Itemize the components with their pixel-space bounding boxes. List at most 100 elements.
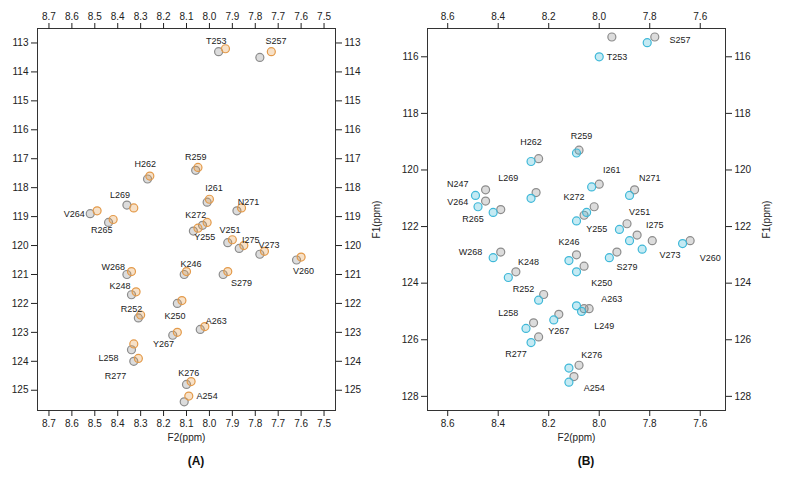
svg-text:N271: N271 xyxy=(639,173,661,183)
svg-text:F1(ppm): F1(ppm) xyxy=(761,201,772,239)
svg-text:117: 117 xyxy=(345,153,361,164)
svg-text:Y267: Y267 xyxy=(153,339,174,349)
svg-text:121: 121 xyxy=(345,269,362,280)
svg-text:122: 122 xyxy=(402,221,419,232)
svg-text:I261: I261 xyxy=(603,165,621,175)
svg-text:T253: T253 xyxy=(206,36,227,46)
svg-text:8.4: 8.4 xyxy=(111,11,125,22)
svg-text:V260: V260 xyxy=(700,253,721,263)
svg-text:118: 118 xyxy=(735,108,751,119)
svg-text:F2(ppm): F2(ppm) xyxy=(558,432,596,443)
svg-text:K272: K272 xyxy=(185,210,206,220)
svg-text:8.6: 8.6 xyxy=(65,418,79,429)
svg-text:120: 120 xyxy=(345,240,362,251)
svg-text:V251: V251 xyxy=(629,207,650,217)
svg-text:8.3: 8.3 xyxy=(134,418,148,429)
svg-text:115: 115 xyxy=(345,95,361,106)
svg-text:K250: K250 xyxy=(165,311,186,321)
svg-text:I275: I275 xyxy=(242,235,260,245)
svg-text:K250: K250 xyxy=(591,278,612,288)
svg-text:120: 120 xyxy=(12,240,29,251)
svg-text:125: 125 xyxy=(345,384,362,395)
svg-text:126: 126 xyxy=(402,334,419,345)
svg-text:K248: K248 xyxy=(110,281,131,291)
svg-text:113: 113 xyxy=(345,37,361,48)
svg-text:119: 119 xyxy=(345,211,361,222)
svg-text:117: 117 xyxy=(13,153,29,164)
svg-text:8.7: 8.7 xyxy=(42,11,56,22)
svg-text:S279: S279 xyxy=(231,278,252,288)
svg-text:7.6: 7.6 xyxy=(693,11,707,22)
svg-text:7.9: 7.9 xyxy=(225,418,239,429)
svg-text:122: 122 xyxy=(345,298,362,309)
svg-text:120: 120 xyxy=(402,164,419,175)
svg-text:F1(ppm): F1(ppm) xyxy=(371,201,382,239)
svg-text:S279: S279 xyxy=(616,262,637,272)
svg-text:8.6: 8.6 xyxy=(441,418,455,429)
svg-text:8.2: 8.2 xyxy=(157,11,171,22)
svg-text:7.6: 7.6 xyxy=(294,418,308,429)
svg-text:R265: R265 xyxy=(462,214,484,224)
svg-text:8.5: 8.5 xyxy=(88,11,102,22)
svg-text:N271: N271 xyxy=(238,197,260,207)
svg-text:121: 121 xyxy=(12,269,29,280)
svg-text:7.6: 7.6 xyxy=(693,418,707,429)
svg-text:116: 116 xyxy=(345,124,361,135)
svg-text:V273: V273 xyxy=(259,240,280,250)
svg-text:8.0: 8.0 xyxy=(592,11,606,22)
svg-text:K246: K246 xyxy=(181,259,202,269)
svg-text:122: 122 xyxy=(12,298,29,309)
svg-text:L249: L249 xyxy=(594,320,614,330)
svg-text:128: 128 xyxy=(735,391,752,402)
svg-text:R259: R259 xyxy=(185,152,207,162)
svg-text:L269: L269 xyxy=(110,190,130,200)
svg-text:H262: H262 xyxy=(520,137,542,147)
svg-text:8.7: 8.7 xyxy=(42,418,56,429)
svg-text:116: 116 xyxy=(13,124,29,135)
svg-text:S257: S257 xyxy=(265,36,286,46)
svg-text:L258: L258 xyxy=(498,308,518,318)
svg-text:7.9: 7.9 xyxy=(225,11,239,22)
svg-text:125: 125 xyxy=(12,384,29,395)
svg-text:124: 124 xyxy=(402,277,419,288)
svg-text:8.2: 8.2 xyxy=(542,11,556,22)
svg-text:K276: K276 xyxy=(178,368,199,378)
svg-text:124: 124 xyxy=(12,356,29,367)
svg-text:K272: K272 xyxy=(563,192,584,202)
svg-text:Y255: Y255 xyxy=(194,232,215,242)
svg-text:7.8: 7.8 xyxy=(643,11,657,22)
svg-text:L269: L269 xyxy=(498,173,518,183)
svg-text:Y267: Y267 xyxy=(548,326,569,336)
svg-text:123: 123 xyxy=(345,327,362,338)
svg-text:V251: V251 xyxy=(220,225,241,235)
svg-text:7.8: 7.8 xyxy=(643,418,657,429)
svg-text:116: 116 xyxy=(403,51,419,62)
svg-text:7.7: 7.7 xyxy=(271,418,285,429)
svg-text:8.4: 8.4 xyxy=(491,418,505,429)
svg-text:8.6: 8.6 xyxy=(65,11,79,22)
svg-text:K248: K248 xyxy=(518,257,539,267)
svg-text:V260: V260 xyxy=(293,266,314,276)
svg-text:7.5: 7.5 xyxy=(317,418,331,429)
svg-text:123: 123 xyxy=(12,327,29,338)
svg-text:124: 124 xyxy=(735,277,752,288)
svg-text:V264: V264 xyxy=(64,209,85,219)
svg-text:I261: I261 xyxy=(205,183,223,193)
svg-text:7.8: 7.8 xyxy=(248,418,262,429)
svg-text:A254: A254 xyxy=(197,391,218,401)
svg-text:R259: R259 xyxy=(571,131,593,141)
svg-text:L258: L258 xyxy=(99,353,119,363)
svg-text:R252: R252 xyxy=(121,304,143,314)
svg-text:118: 118 xyxy=(345,182,361,193)
svg-text:F2(ppm): F2(ppm) xyxy=(168,432,206,443)
svg-text:W268: W268 xyxy=(459,247,483,257)
svg-text:H262: H262 xyxy=(134,159,156,169)
svg-text:K246: K246 xyxy=(558,237,579,247)
svg-text:120: 120 xyxy=(735,164,752,175)
svg-text:8.4: 8.4 xyxy=(491,11,505,22)
svg-text:118: 118 xyxy=(403,108,419,119)
svg-text:8.0: 8.0 xyxy=(202,11,216,22)
svg-text:8.2: 8.2 xyxy=(542,418,556,429)
svg-text:V264: V264 xyxy=(447,197,468,207)
svg-text:126: 126 xyxy=(735,334,752,345)
